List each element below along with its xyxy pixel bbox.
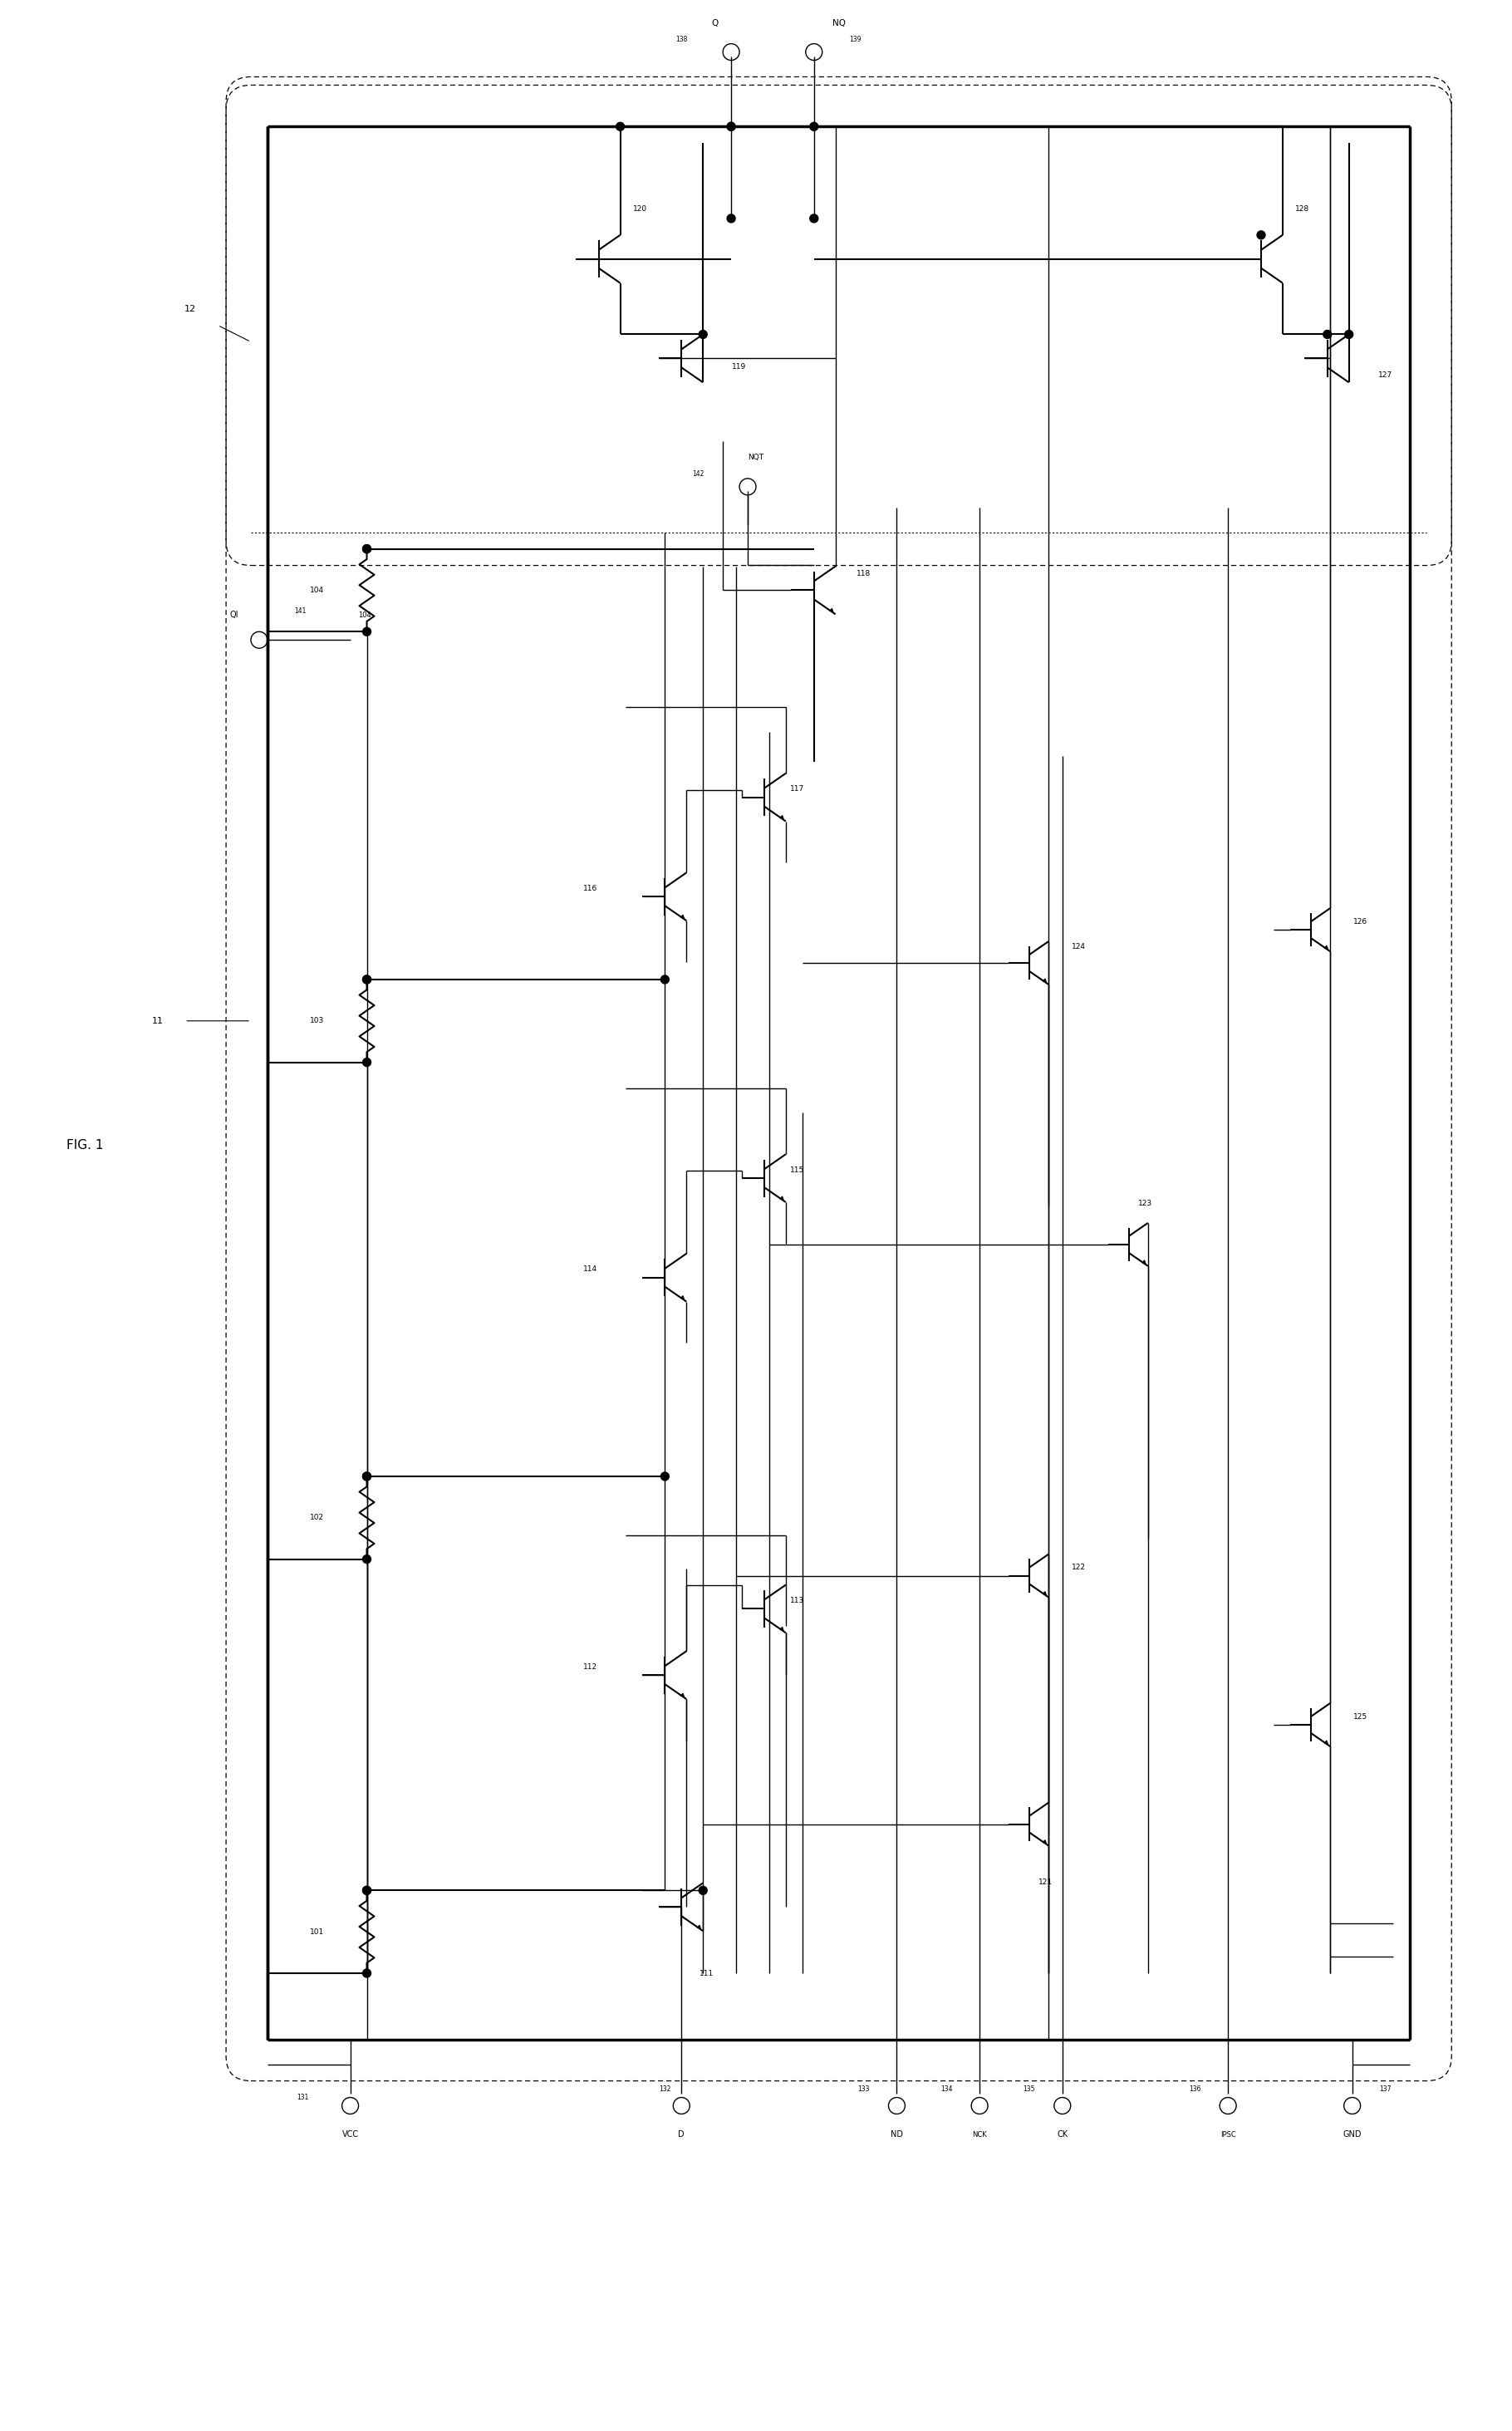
Text: CK: CK — [1057, 2130, 1067, 2139]
Text: 12: 12 — [184, 304, 197, 314]
Circle shape — [363, 975, 370, 985]
Text: 120: 120 — [634, 207, 647, 214]
Text: 127: 127 — [1379, 372, 1393, 379]
Circle shape — [363, 545, 370, 552]
Text: 137: 137 — [1379, 2086, 1391, 2093]
Text: 115: 115 — [791, 1167, 804, 1174]
Text: IPSC: IPSC — [1220, 2132, 1235, 2139]
Circle shape — [363, 1886, 370, 1894]
Text: 139: 139 — [850, 36, 862, 44]
Circle shape — [727, 122, 735, 131]
Circle shape — [363, 627, 370, 637]
Text: 101: 101 — [310, 1928, 324, 1935]
Circle shape — [363, 1473, 370, 1480]
Circle shape — [699, 1886, 708, 1894]
Circle shape — [661, 1473, 668, 1480]
Text: 125: 125 — [1353, 1714, 1367, 1721]
Text: Q: Q — [711, 19, 718, 27]
Circle shape — [363, 975, 370, 985]
Text: 124: 124 — [1072, 943, 1086, 951]
Circle shape — [363, 1886, 370, 1894]
Text: NCK: NCK — [972, 2132, 987, 2139]
Circle shape — [363, 545, 370, 552]
Text: 117: 117 — [791, 785, 804, 793]
Text: 128: 128 — [1296, 207, 1309, 214]
Text: NQ: NQ — [832, 19, 845, 27]
Text: QI: QI — [230, 610, 239, 620]
Text: 131: 131 — [296, 2093, 308, 2100]
Text: 114: 114 — [584, 1267, 597, 1274]
Text: 133: 133 — [857, 2086, 869, 2093]
Text: 141: 141 — [295, 608, 307, 615]
Circle shape — [363, 1057, 370, 1067]
Circle shape — [699, 331, 708, 338]
Text: 118: 118 — [856, 569, 871, 579]
Text: 138: 138 — [676, 36, 688, 44]
Circle shape — [661, 975, 668, 985]
Text: FIG. 1: FIG. 1 — [67, 1138, 104, 1152]
Text: 113: 113 — [791, 1597, 804, 1604]
Text: 136: 136 — [1188, 2086, 1201, 2093]
Circle shape — [810, 122, 818, 131]
Text: 134: 134 — [940, 2086, 953, 2093]
Text: 104: 104 — [310, 586, 324, 593]
Circle shape — [363, 1969, 370, 1976]
Text: 111: 111 — [699, 1969, 714, 1976]
Text: 121: 121 — [1039, 1879, 1052, 1886]
Text: 104: 104 — [358, 610, 372, 620]
Text: 119: 119 — [732, 362, 747, 370]
Text: 126: 126 — [1353, 919, 1367, 926]
Circle shape — [1344, 331, 1353, 338]
Circle shape — [363, 1473, 370, 1480]
Circle shape — [363, 1556, 370, 1563]
Text: 122: 122 — [1072, 1563, 1086, 1570]
Text: 11: 11 — [151, 1016, 163, 1026]
Text: VCC: VCC — [342, 2130, 358, 2139]
Text: 103: 103 — [310, 1016, 324, 1023]
Text: 102: 102 — [310, 1515, 324, 1522]
Text: D: D — [679, 2130, 685, 2139]
Text: ND: ND — [891, 2130, 903, 2139]
Circle shape — [727, 122, 735, 131]
Text: 123: 123 — [1139, 1198, 1152, 1206]
Text: 142: 142 — [692, 472, 705, 479]
Text: 135: 135 — [1024, 2086, 1036, 2093]
Text: NQT: NQT — [748, 455, 764, 462]
Circle shape — [810, 214, 818, 224]
Circle shape — [615, 122, 624, 131]
Text: 116: 116 — [584, 885, 597, 892]
Circle shape — [727, 214, 735, 224]
Text: 112: 112 — [584, 1663, 597, 1670]
Circle shape — [1323, 331, 1332, 338]
Text: GND: GND — [1343, 2130, 1361, 2139]
Text: 132: 132 — [659, 2086, 671, 2093]
Circle shape — [1256, 231, 1266, 238]
